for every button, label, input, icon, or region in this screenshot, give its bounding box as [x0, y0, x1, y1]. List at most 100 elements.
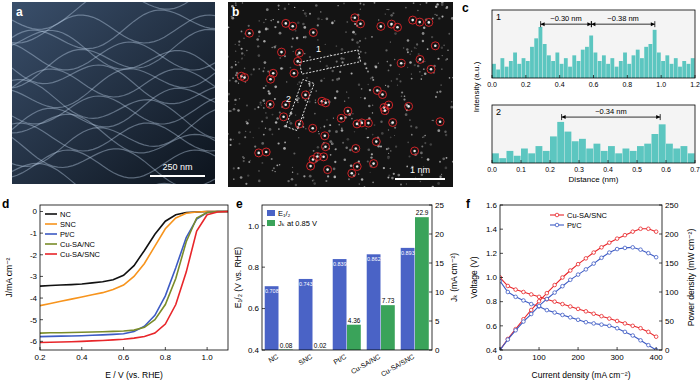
atom [380, 25, 383, 28]
speckle [423, 68, 425, 70]
speckle [423, 27, 425, 29]
speckle [257, 45, 259, 47]
atom [376, 89, 379, 92]
speckle [370, 78, 372, 80]
x-tick-label: 0.0 [487, 166, 497, 173]
data-label: 0.893 [401, 250, 415, 256]
histogram-bar [666, 144, 673, 163]
speckle [416, 43, 418, 45]
x-tick-label: Cu-SA/SNC [380, 353, 416, 378]
axis-title: Jₖ (mA cm⁻²) [449, 253, 459, 302]
marker [631, 324, 635, 328]
speckle [346, 21, 348, 23]
speckle [424, 135, 425, 136]
polarization-curve [500, 281, 656, 350]
speckle [247, 174, 249, 176]
x-tick [550, 160, 551, 163]
speckle [309, 13, 311, 15]
speckle [235, 61, 236, 62]
legend-label: Cu-SA/SNC [567, 211, 608, 220]
x-tick [521, 160, 522, 163]
y-tick [659, 263, 662, 264]
speckle [408, 155, 410, 157]
speckle [275, 121, 277, 123]
speckle [441, 47, 443, 49]
speckle [417, 10, 418, 11]
speckle [437, 129, 440, 132]
marker [522, 299, 526, 303]
speckle [439, 176, 441, 178]
atom-circle [394, 23, 402, 31]
data-label: 7.73 [382, 297, 395, 304]
bar [367, 254, 381, 350]
speckle [368, 105, 371, 108]
marker [506, 290, 510, 294]
speckle [385, 14, 386, 15]
x-tick-label: 0.2 [34, 353, 46, 362]
speckle [242, 156, 244, 158]
axis-title: Intensity (a.u.) [472, 61, 481, 112]
atom [356, 123, 359, 126]
speckle [369, 89, 371, 91]
speckle [387, 147, 389, 149]
speckle [332, 70, 334, 72]
atom-circle [322, 143, 330, 151]
histogram-bar [601, 151, 608, 163]
speckle [354, 23, 356, 25]
x-tick-label: 0 [498, 353, 503, 362]
speckle [411, 73, 412, 74]
atom-circle [353, 120, 361, 128]
x-tick-label: 100 [532, 353, 546, 362]
x-tick [695, 75, 696, 78]
histogram-bar [619, 61, 623, 78]
speckle [324, 126, 326, 128]
speckle [360, 9, 361, 10]
speckle [416, 48, 417, 49]
atom [367, 122, 370, 125]
speckle [250, 160, 251, 161]
histogram-bar [610, 58, 614, 78]
x-tick-label: 1.2 [690, 81, 700, 88]
stem-texture [228, 2, 453, 187]
marker [529, 302, 533, 306]
marker [514, 328, 518, 332]
speckle [276, 117, 278, 119]
speckle [410, 54, 411, 55]
panel-label: a [16, 5, 23, 19]
speckle [264, 61, 267, 64]
x-tick-label: 0.1 [516, 166, 526, 173]
histogram-bar [678, 67, 682, 78]
speckle [371, 36, 373, 38]
speckle [325, 180, 327, 182]
speckle [320, 61, 321, 62]
histogram-bar [632, 55, 636, 78]
speckle [333, 167, 336, 170]
speckle [238, 41, 240, 43]
speckle [265, 112, 266, 113]
y-tick-label: 0 [665, 346, 670, 355]
speckle [303, 175, 305, 177]
y-tick [429, 321, 432, 322]
speckle [254, 108, 256, 110]
speckle [258, 180, 261, 183]
speckle [336, 90, 338, 92]
speckle [433, 120, 434, 121]
histogram-bar [691, 58, 695, 78]
speckle [344, 101, 345, 102]
distance-arrow [562, 117, 661, 118]
y-tick [500, 301, 503, 302]
atom-circle [309, 29, 317, 37]
atom [347, 110, 350, 113]
legend-swatch [45, 243, 57, 245]
speckle [417, 65, 420, 68]
speckle [394, 32, 397, 35]
x-tick [165, 347, 166, 350]
speckle [396, 78, 398, 80]
speckle [228, 93, 230, 96]
speckle [336, 61, 338, 63]
speckle [334, 20, 336, 22]
x-tick [656, 347, 657, 350]
speckle [329, 124, 331, 126]
speckle [263, 134, 265, 136]
speckle [248, 161, 250, 163]
